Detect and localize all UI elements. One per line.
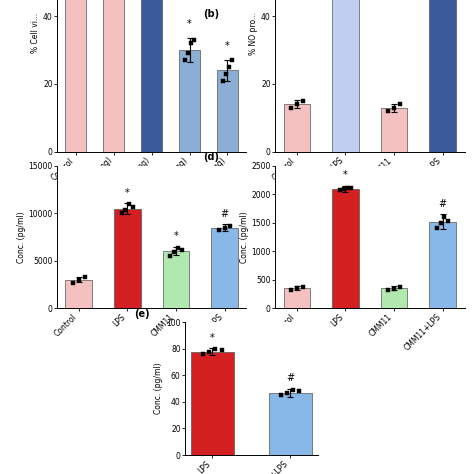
Text: #: # — [220, 209, 228, 219]
Bar — [65, 280, 92, 308]
Text: #: # — [438, 199, 447, 209]
Text: #: # — [286, 374, 294, 383]
Y-axis label: % NO pro...: % NO pro... — [249, 12, 258, 55]
Bar — [191, 352, 234, 455]
Y-axis label: % Cell vi...: % Cell vi... — [31, 13, 40, 53]
Text: *: * — [210, 333, 215, 343]
Bar — [283, 104, 310, 152]
Bar — [381, 108, 407, 152]
Bar — [381, 288, 407, 308]
Text: (d): (d) — [203, 152, 219, 162]
Bar — [179, 50, 200, 152]
Bar — [429, 222, 456, 308]
Bar — [332, 189, 359, 308]
Bar — [211, 228, 238, 308]
Bar — [114, 209, 141, 308]
Text: *: * — [225, 41, 230, 51]
Bar — [283, 288, 310, 308]
Text: (b): (b) — [203, 9, 219, 19]
Y-axis label: Conc. (pg/ml): Conc. (pg/ml) — [155, 363, 164, 414]
Text: (e): (e) — [135, 309, 150, 319]
Text: *: * — [343, 170, 348, 180]
Y-axis label: Conc. (pg/ml): Conc. (pg/ml) — [239, 211, 248, 263]
Text: *: * — [125, 188, 130, 198]
Bar — [217, 71, 238, 152]
Text: *: * — [173, 231, 178, 241]
Y-axis label: Conc. (pg/ml): Conc. (pg/ml) — [17, 211, 26, 263]
Text: *: * — [187, 19, 192, 29]
Bar — [429, 0, 456, 152]
Bar — [141, 0, 162, 152]
Bar — [103, 0, 124, 152]
Bar — [65, 0, 86, 152]
Bar — [332, 0, 359, 152]
Bar — [269, 392, 311, 455]
Bar — [163, 251, 189, 308]
